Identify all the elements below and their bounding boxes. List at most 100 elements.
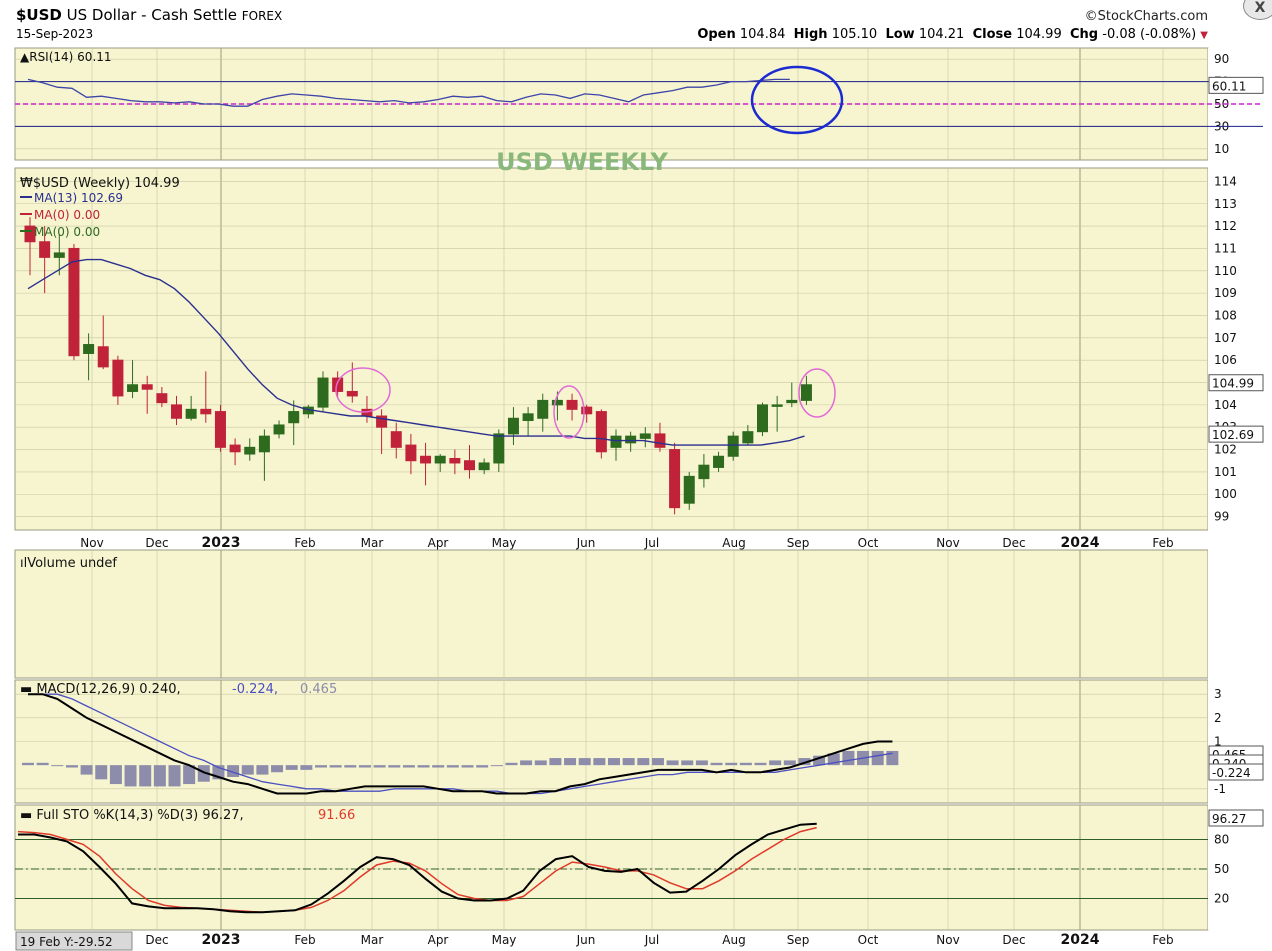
candle-body <box>53 252 65 258</box>
macd-last-value-box <box>1208 763 1264 781</box>
x-tick-label: Feb <box>294 536 315 550</box>
candle-body <box>258 435 270 453</box>
macd-histogram-bar <box>65 765 78 768</box>
x-tick-label: Mar <box>361 933 384 947</box>
footer-note: 19 Feb Y:-29.52 <box>20 935 113 949</box>
candle-body <box>405 444 417 462</box>
x-tick-label: Mar <box>361 536 384 550</box>
x-tick-label: Jul <box>644 536 659 550</box>
macd-histogram-bar <box>871 750 884 766</box>
ma-legend: MA(0) 0.00 <box>34 208 100 222</box>
macd-histogram-bar <box>578 758 591 766</box>
rsi-last-value-box <box>1208 76 1264 94</box>
rsi-last-value: 60.11 <box>1212 79 1246 93</box>
chg-label: Chg <box>1070 27 1099 42</box>
macd-histogram-bar <box>725 762 738 766</box>
macd-histogram-bar <box>637 758 650 766</box>
macd-histogram-bar <box>329 765 342 768</box>
candle-body <box>244 446 256 455</box>
candle-body <box>83 344 95 354</box>
macd-histogram-bar <box>564 758 577 766</box>
price-last-value: 104.99 <box>1212 377 1254 391</box>
axis-strip <box>1208 48 1270 930</box>
macd-histogram-bar <box>51 765 64 767</box>
y-tick-label: 1 <box>1214 735 1222 749</box>
x-tick-label: Feb <box>294 933 315 947</box>
candle-body <box>786 399 798 404</box>
exchange: FOREX <box>241 9 283 23</box>
x-tick-label: Dec <box>145 536 168 550</box>
candle-body <box>68 247 80 357</box>
x-tick-label: Nov <box>936 933 959 947</box>
macd-histogram-bar <box>769 760 782 766</box>
candle-body <box>390 431 402 448</box>
macd-histogram-bar <box>80 765 93 775</box>
x-tick-label: Feb <box>1152 536 1173 550</box>
x-tick-label: Jul <box>644 933 659 947</box>
macd-histogram-bar <box>886 750 899 766</box>
candle-body <box>97 346 109 368</box>
candle-body <box>420 455 432 464</box>
close-label: Close <box>972 27 1013 42</box>
close-icon[interactable]: X <box>1243 0 1272 20</box>
y-tick-label: 50 <box>1214 97 1229 111</box>
macd-histogram-bar <box>388 765 401 768</box>
ohlc-readout: Open 104.84 High 105.10 Low 104.21 Close… <box>697 27 1208 42</box>
candle-body <box>800 384 812 401</box>
macd-histogram-bar <box>183 765 196 785</box>
y-tick-label: 101 <box>1214 465 1237 479</box>
macd-histogram-bar <box>490 765 503 767</box>
x-tick-label: 2023 <box>202 535 241 551</box>
y-tick-label: -1 <box>1214 782 1226 796</box>
brand-logo: ©StockCharts.com <box>1084 9 1208 24</box>
macd-histogram-bar <box>827 753 840 766</box>
macd-line <box>28 693 893 795</box>
panel-price <box>14 167 1209 531</box>
ma-last-value-box <box>1208 425 1264 443</box>
y-tick-label: 114 <box>1214 174 1237 188</box>
volume-legend: ılVolume undef <box>20 556 117 571</box>
y-tick-label: 113 <box>1214 197 1237 211</box>
candle-body <box>610 435 622 448</box>
y-tick-label: 2 <box>1214 711 1222 725</box>
macd-histogram-bar <box>22 762 34 766</box>
candle-body <box>522 413 534 422</box>
macd-histogram-bar <box>666 760 679 766</box>
x-tick-label: May <box>492 933 517 947</box>
candle-body <box>757 404 768 433</box>
y-tick-label: 3 <box>1214 687 1222 701</box>
candle-body <box>507 417 519 435</box>
symbol: $USD <box>16 6 62 24</box>
macd-histogram-bar <box>139 765 152 787</box>
x-tick-label: Apr <box>428 933 449 947</box>
sto-legend: ▬ Full STO %K(14,3) %D(3) 96.27, <box>20 808 244 823</box>
x-tick-label: Jun <box>576 933 596 947</box>
open-label: Open <box>697 27 736 42</box>
candle-body <box>156 393 168 404</box>
rsi-legend: ▲RSI(14) 60.11 <box>20 50 112 64</box>
candle-body <box>478 462 490 471</box>
candle-body <box>771 404 783 407</box>
macd-histogram-bar <box>256 765 269 775</box>
x-tick-label: Aug <box>722 536 745 550</box>
x-tick-label: Oct <box>858 933 879 947</box>
macd-legend: ▬ MACD(12,26,9) 0.240, <box>20 682 181 697</box>
high-value: 105.10 <box>831 27 878 42</box>
macd-histogram-bar <box>197 765 210 782</box>
x-tick-label: Oct <box>858 536 879 550</box>
candle-body <box>376 415 388 428</box>
high-label: High <box>793 27 828 42</box>
highlight-circle-sep <box>798 368 836 418</box>
macd-histogram-bar <box>593 758 606 766</box>
macd-histogram-bar <box>813 755 826 766</box>
candle-body <box>683 475 695 504</box>
y-tick-label: 102 <box>1214 443 1237 457</box>
candle-body <box>537 399 549 419</box>
candle-body <box>171 404 182 419</box>
low-label: Low <box>885 27 915 42</box>
open-value: 104.84 <box>739 27 786 42</box>
price-last-value-box <box>1208 374 1264 392</box>
y-tick-label: 108 <box>1214 308 1237 322</box>
down-arrow-icon: ▼ <box>1200 30 1208 41</box>
macd-histogram-bar <box>446 765 459 768</box>
